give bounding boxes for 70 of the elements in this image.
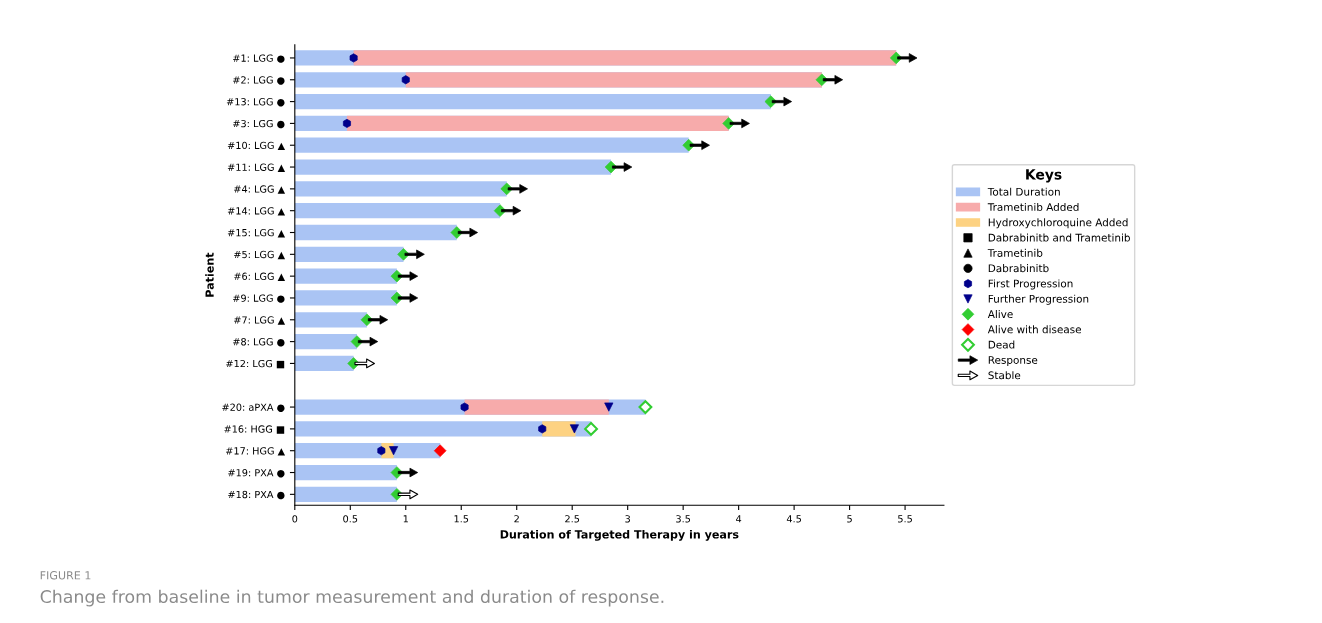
y-tick-label: #6: LGG ▲: [234, 272, 286, 282]
bar: [294, 464, 397, 481]
y-axis-title: Patient: [205, 252, 214, 297]
x-tick-label: 0: [292, 515, 298, 523]
bar: [464, 399, 609, 415]
y-tick-label: #3: LGG ●: [233, 119, 285, 129]
bar: [294, 355, 354, 372]
legend-label: Dead: [988, 340, 1015, 349]
bar: [294, 203, 501, 219]
legend-label: Further Progression: [988, 294, 1089, 305]
legend-label: Alive with disease: [987, 325, 1081, 334]
y-tick-label: #8: LGG ●: [233, 338, 285, 347]
legend-label: Alive: [987, 309, 1013, 319]
x-tick-label: 0.5: [343, 515, 358, 523]
bar: [294, 290, 397, 306]
bar: [405, 72, 822, 88]
legend-label: Response: [988, 356, 1038, 366]
legend-label: Trametinib Added: [987, 202, 1079, 212]
bar: [294, 268, 397, 284]
y-tick-label: #4: LGG ▲: [234, 185, 286, 194]
y-tick-label: #10: LGG ▲: [227, 141, 286, 151]
x-tick-label: 3.5: [676, 515, 691, 523]
bar: [294, 224, 457, 241]
text: Change from baseline in tumor measurement and duration of response.: [40, 589, 664, 607]
y-tick-label: #7: LGG ▲: [234, 316, 286, 325]
bar: [294, 159, 612, 175]
x-axis-title: Duration of Targeted Therapy in years: [500, 529, 739, 541]
y-tick-label: #20: aPXA ●: [222, 403, 285, 412]
legend-label: Trametinib: [987, 248, 1043, 257]
y-tick-label: #18: PXA ●: [228, 490, 285, 500]
bar: [294, 246, 404, 262]
y-tick-label: #11: LGG ▲: [227, 163, 286, 172]
y-tick-label: #2: LGG ●: [233, 76, 285, 85]
legend-label: Total Duration: [987, 187, 1060, 196]
bar: [294, 486, 397, 502]
y-tick-label: #16: HGG ■: [224, 425, 285, 434]
x-tick-label: 2.5: [565, 515, 580, 523]
legend-label: Dabrabinitb: [988, 264, 1049, 273]
x-tick-label: 1.5: [454, 515, 469, 523]
y-tick-label: #19: PXA ●: [228, 469, 285, 478]
bar: [294, 312, 367, 328]
point: [584, 421, 598, 436]
legend-label: Stable: [988, 371, 1021, 380]
caption: FIGURE 1: [40, 571, 91, 580]
point: [638, 400, 653, 414]
x-tick-label: 2: [514, 515, 519, 523]
x-tick-label: 4.5: [786, 515, 801, 523]
y-tick-label: #15: LGG ▲: [227, 228, 286, 238]
bar: [294, 181, 507, 197]
x-tick-label: 3: [625, 515, 630, 523]
y-tick-label: #14: LGG ▲: [227, 207, 286, 216]
bar: [294, 333, 357, 350]
bar: [542, 421, 576, 437]
bar: [294, 93, 771, 110]
bar: [294, 137, 689, 153]
point: [343, 118, 351, 128]
x-tick-label: 1: [403, 515, 408, 523]
y-tick-label: #5: LGG ▲: [234, 250, 286, 260]
legend-label: First Progression: [988, 279, 1073, 290]
y-tick-label: #12: LGG ■: [226, 359, 285, 369]
legend-label: Dabrabinitb and Trametinib: [988, 233, 1130, 242]
x-tick-label: 5: [847, 515, 852, 523]
legend-label: Hydroxychloroquine Added: [988, 218, 1128, 229]
x-tick-label: 4: [736, 515, 742, 523]
y-tick-label: #9: LGG ●: [233, 294, 285, 303]
y-tick-label: #1: LGG ●: [233, 54, 285, 63]
legend-title: Keys: [1026, 169, 1062, 183]
x-tick-label: 5.5: [898, 515, 912, 523]
y-tick-label: #13: LGG ●: [226, 98, 285, 107]
y-tick-label: #17: HGG ▲: [226, 447, 286, 456]
